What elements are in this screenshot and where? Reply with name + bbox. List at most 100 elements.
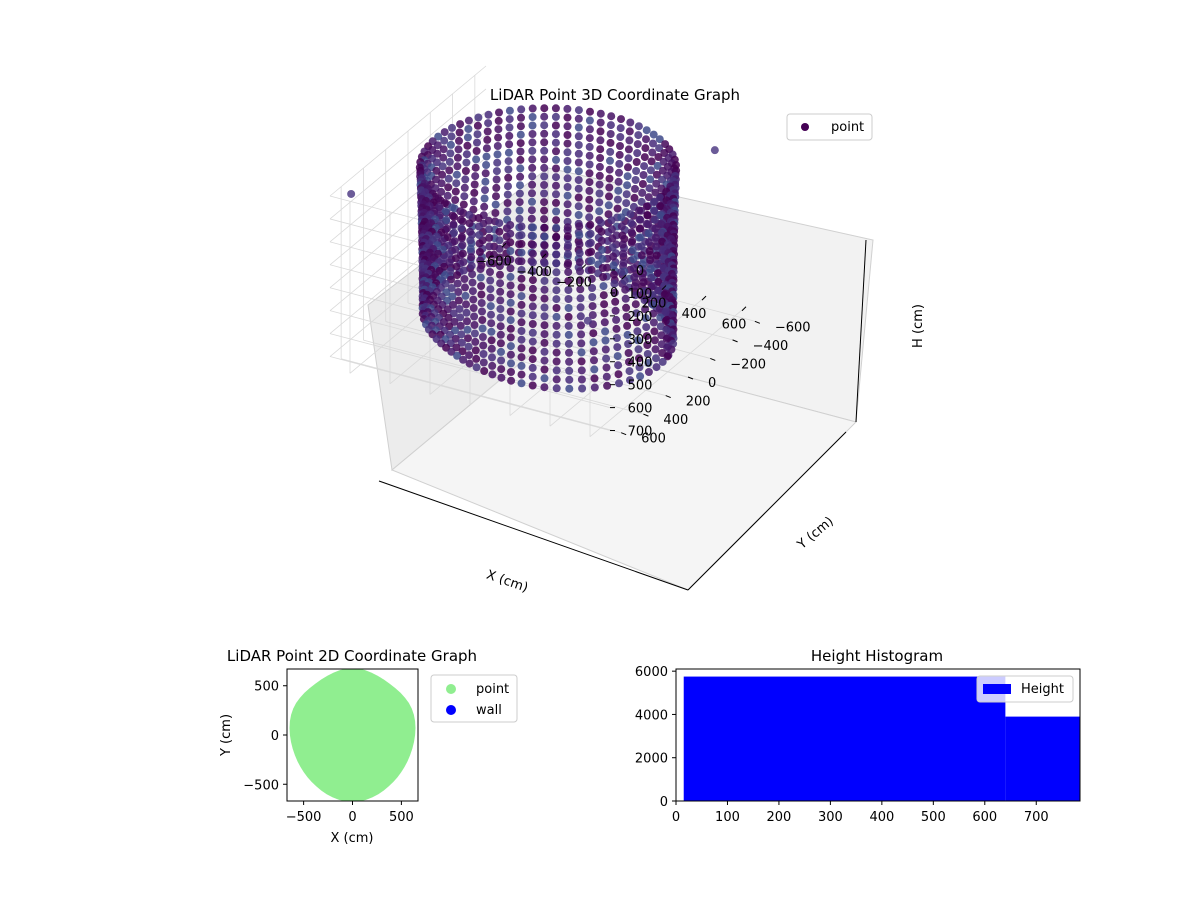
scatter-point-3d bbox=[437, 187, 446, 196]
scatter-point-3d bbox=[438, 162, 447, 171]
scatter-point-3d bbox=[649, 139, 657, 148]
scatter-point-3d bbox=[517, 344, 526, 353]
y-tick-label-3d: 0 bbox=[708, 376, 716, 391]
scatter-point-3d bbox=[640, 296, 649, 305]
scatter-point-3d bbox=[516, 130, 525, 139]
scatter-point-3d bbox=[466, 236, 475, 245]
scatter-point-3d bbox=[574, 184, 583, 193]
scatter-point-3d bbox=[655, 144, 664, 153]
scatter-point-3d bbox=[516, 164, 525, 173]
scatter-point-3d bbox=[651, 345, 660, 354]
scatter-point-3d bbox=[528, 328, 537, 337]
scatter-point-3d bbox=[632, 318, 641, 327]
scatter-point-3d bbox=[574, 158, 583, 167]
scatter-point-3d bbox=[505, 123, 514, 132]
z-tick-label-3d: 400 bbox=[628, 356, 653, 371]
scatter-point-3d bbox=[633, 140, 642, 149]
scatter-point-3d bbox=[631, 300, 640, 309]
scatter-point-3d bbox=[528, 311, 537, 320]
chart-2d-title: LiDAR Point 2D Coordinate Graph bbox=[227, 647, 477, 665]
z-axis-label-3d: H (cm) bbox=[911, 304, 926, 348]
scatter-point-3d bbox=[488, 361, 497, 370]
scatter-point-3d bbox=[661, 317, 670, 326]
scatter-point-3d bbox=[445, 258, 454, 267]
scatter-point-3d bbox=[585, 204, 594, 213]
scatter-point-3d bbox=[563, 139, 572, 148]
legend-3d: point bbox=[786, 113, 873, 141]
scatter-point-3d bbox=[586, 220, 595, 229]
scatter-point-3d bbox=[606, 147, 615, 156]
scatter-point-3d bbox=[632, 158, 641, 166]
y-tick-label-3d: 600 bbox=[641, 432, 666, 447]
scatter-point-3d bbox=[597, 218, 606, 227]
scatter-point-3d bbox=[590, 374, 599, 383]
scatter-point-3d bbox=[564, 286, 573, 294]
y-tick-mark-3d bbox=[665, 395, 671, 399]
scatter-point-3d bbox=[614, 370, 623, 379]
scatter-point-3d bbox=[529, 232, 537, 241]
scatter-point-3d bbox=[552, 330, 561, 339]
scatter-point-3d bbox=[619, 258, 628, 267]
scatter-point-3d bbox=[613, 204, 622, 213]
scatter-point-3d bbox=[463, 325, 472, 334]
scatter-point-3d bbox=[504, 182, 512, 191]
scatter-point-3d bbox=[540, 232, 549, 241]
histogram-title: Height Histogram bbox=[811, 647, 943, 665]
scatter-point-3d bbox=[456, 207, 465, 216]
scatter-point-3d bbox=[552, 304, 561, 312]
scatter-point-3d bbox=[492, 167, 501, 176]
scatter-point-3d-outlier bbox=[347, 189, 356, 198]
scatter-point-3d bbox=[624, 349, 633, 357]
scatter-point-3d bbox=[462, 300, 470, 309]
scatter-point-3d bbox=[563, 113, 572, 122]
scatter-point-3d bbox=[588, 311, 597, 320]
scatter-point-3d bbox=[493, 142, 502, 150]
scatter-point-3d bbox=[528, 172, 537, 181]
scatter-point-3d bbox=[607, 216, 616, 225]
scatter-point-3d bbox=[460, 275, 469, 283]
scatter-point-3d bbox=[575, 258, 584, 267]
scatter-point-3d bbox=[445, 166, 454, 175]
scatter-point-3d bbox=[484, 119, 493, 128]
scatter-point-3d bbox=[646, 256, 655, 264]
scatter-point-3d bbox=[486, 276, 495, 285]
scatter-point-3d bbox=[444, 241, 453, 250]
scatter-point-3d bbox=[453, 153, 462, 162]
scatter-point-3d bbox=[605, 192, 613, 201]
scatter-point-3d bbox=[600, 309, 609, 318]
x-tick-label-hist: 500 bbox=[921, 810, 946, 825]
scatter-point-3d bbox=[564, 250, 572, 259]
scatter-point-3d bbox=[649, 198, 658, 207]
scatter-point-3d bbox=[472, 155, 481, 164]
scatter-point-3d bbox=[466, 244, 475, 253]
scatter-point-3d bbox=[449, 300, 457, 309]
scatter-point-3d bbox=[623, 181, 632, 190]
scatter-point-3d bbox=[517, 292, 526, 301]
scatter-point-3d bbox=[647, 282, 656, 291]
scatter-point-3d bbox=[574, 123, 583, 132]
grid-line bbox=[329, 287, 611, 363]
scatter-point-3d bbox=[474, 113, 483, 122]
scatter-point-3d bbox=[596, 154, 605, 162]
scatter-point-3d bbox=[540, 198, 549, 207]
scatter-point-3d bbox=[609, 252, 618, 261]
scatter-point-3d bbox=[597, 227, 606, 236]
chart-3d-title: LiDAR Point 3D Coordinate Graph bbox=[490, 86, 740, 104]
scatter-point-3d bbox=[601, 345, 610, 354]
scatter-point-3d bbox=[633, 149, 642, 158]
scatter-point-3d bbox=[517, 239, 526, 248]
scatter-point-3d bbox=[470, 321, 479, 329]
scatter-point-3d bbox=[451, 254, 460, 263]
scatter-point-3d bbox=[663, 352, 672, 361]
scatter-point-3d bbox=[638, 188, 647, 197]
x-tick-mark-3d bbox=[661, 285, 667, 290]
scatter-point-3d bbox=[650, 327, 659, 336]
scatter-point-3d bbox=[604, 201, 613, 210]
scatter-point-3d bbox=[470, 188, 479, 197]
scatter-point-3d bbox=[540, 312, 549, 321]
scatter-point-3d bbox=[606, 121, 615, 130]
scatter-point-3d bbox=[643, 211, 652, 220]
scatter-point-3d bbox=[621, 285, 630, 294]
scatter-point-3d bbox=[456, 215, 465, 224]
scatter-point-3d bbox=[613, 343, 622, 352]
